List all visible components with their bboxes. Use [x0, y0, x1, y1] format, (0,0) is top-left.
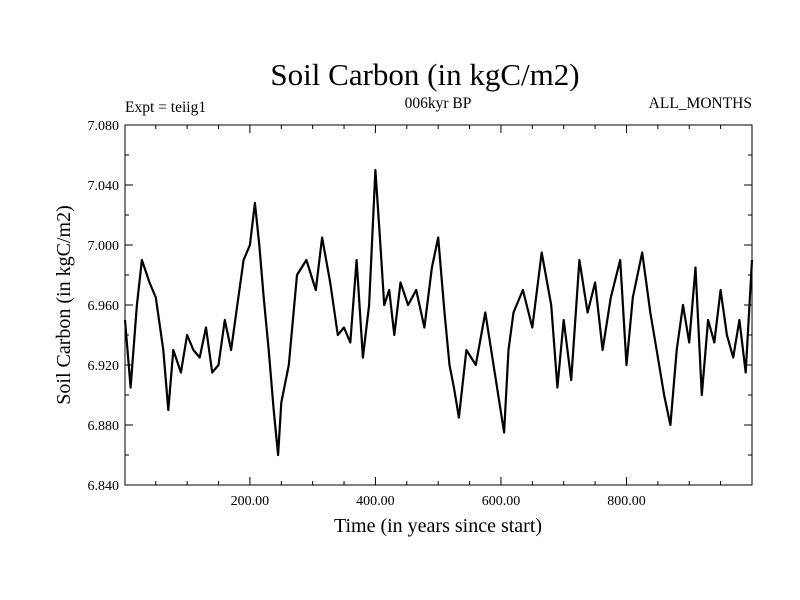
y-tick-label: 7.040 — [88, 179, 120, 194]
experiment-label: Expt = teiig1 — [125, 99, 206, 116]
chart-title: Soil Carbon (in kgC/m2) — [270, 57, 579, 92]
period-label: 006kyr BP — [405, 95, 472, 112]
y-tick-label: 6.880 — [88, 419, 120, 434]
y-tick-label: 7.000 — [88, 239, 120, 254]
months-label: ALL_MONTHS — [649, 95, 752, 112]
y-axis-label: Soil Carbon (in kgC/m2) — [53, 205, 75, 404]
plot-frame — [124, 124, 753, 486]
y-tick-label: 6.840 — [88, 479, 120, 494]
x-axis-ticks: 200.00 400.00 600.00 800.00 — [155, 125, 722, 509]
x-axis-label: Time (in years since start) — [334, 515, 542, 537]
y-tick-label: 6.960 — [88, 299, 120, 314]
series-line — [123, 168, 754, 457]
y-tick-label: 7.080 — [88, 119, 120, 134]
y-tick-label: 6.920 — [88, 359, 120, 374]
x-tick-label: 600.00 — [482, 494, 521, 509]
x-tick-label: 200.00 — [231, 494, 270, 509]
x-tick-label: 800.00 — [607, 494, 646, 509]
x-tick-label: 400.00 — [356, 494, 395, 509]
series-layer — [123, 168, 754, 457]
y-axis-ticks: 6.840 6.880 6.920 6.960 7.000 7.040 7.080 — [88, 119, 752, 494]
